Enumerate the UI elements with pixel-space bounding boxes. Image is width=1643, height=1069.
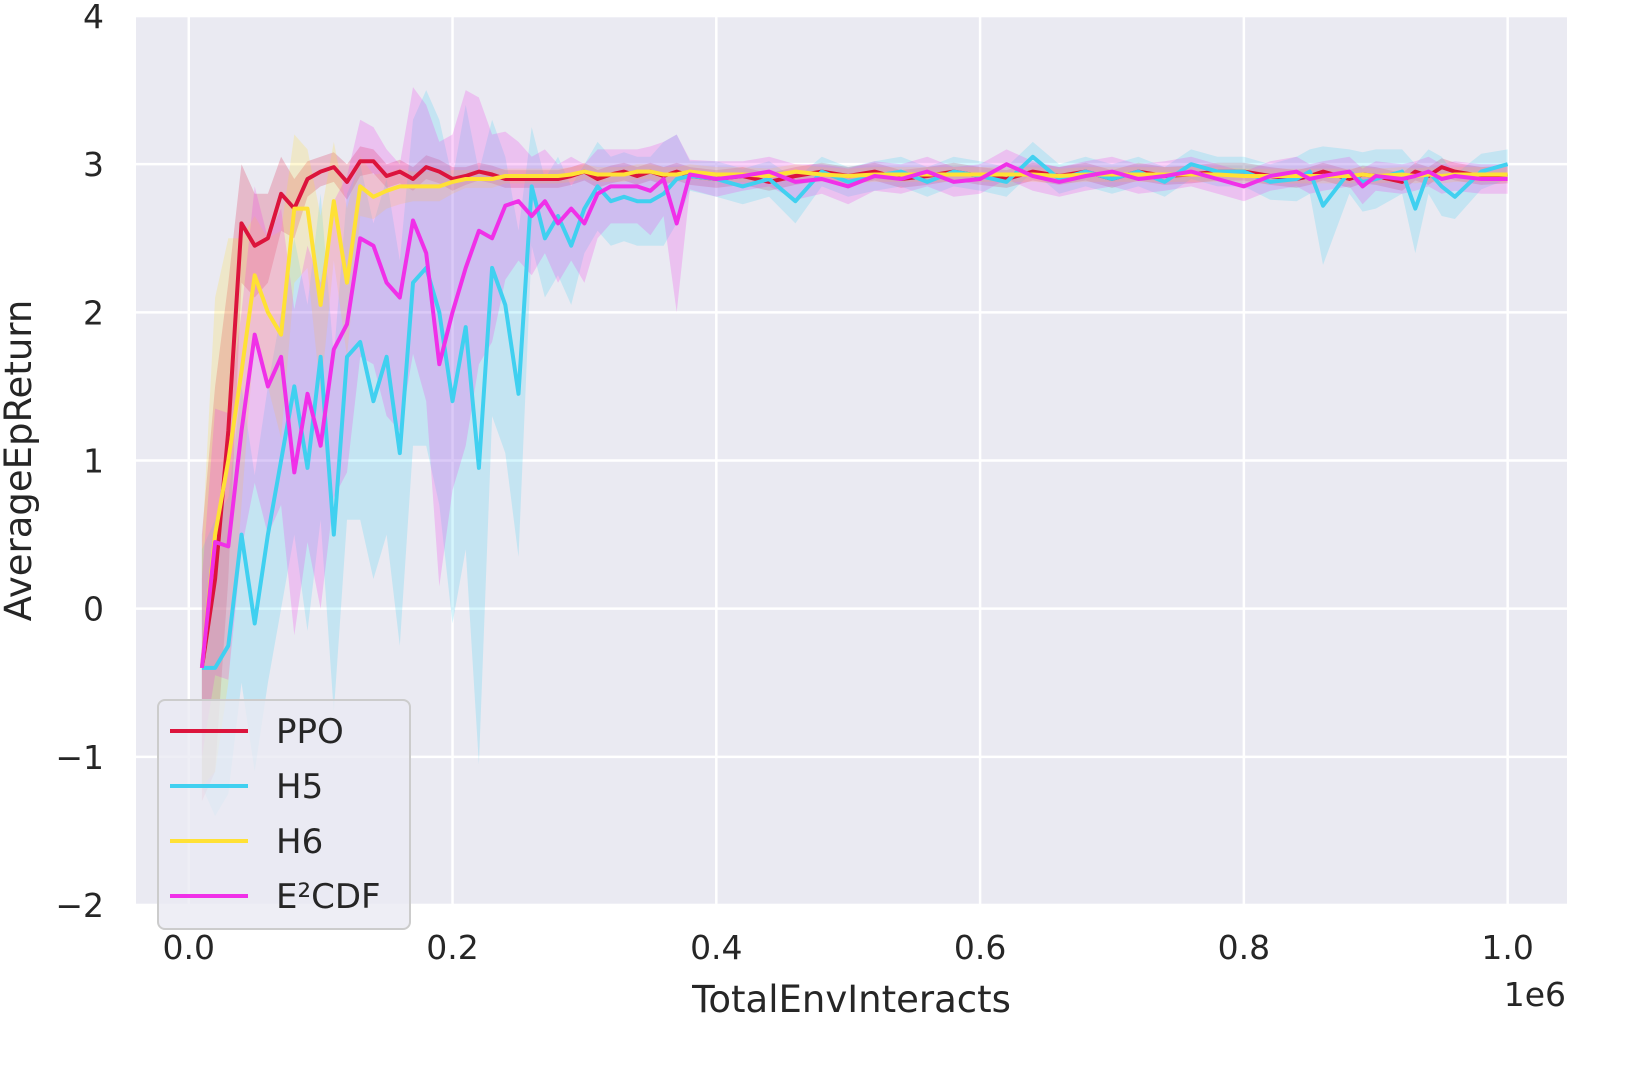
y-tick-label: 2 [83,293,104,332]
series-band-1 [201,90,1508,817]
x-tick-label: 0.0 [163,928,215,967]
x-axis-label: TotalEnvInteracts [691,978,1011,1021]
x-tick-label: 0.2 [426,928,478,967]
series-band-2 [201,134,1508,787]
x-axis-ticks: 0.0 0.2 0.4 0.6 0.8 1.0 [163,928,1534,967]
legend-label: PPO [276,712,344,752]
legend: PPO H5 H6 E²CDF [157,699,411,930]
y-tick-label: −1 [55,738,104,777]
y-axis-ticks: −2 −1 0 1 2 3 4 [55,0,104,925]
series-lines [199,154,1509,670]
legend-frame [157,699,411,930]
x-axis-offset-label: 1e6 [1504,975,1566,1014]
legend-label: E²CDF [276,877,381,917]
y-tick-label: −2 [55,886,104,925]
x-tick-label: 0.6 [954,928,1006,967]
y-tick-label: 3 [83,145,104,184]
x-tick-label: 0.8 [1218,928,1270,967]
x-tick-label: 0.4 [690,928,742,967]
y-tick-label: 4 [83,0,104,36]
series-line-2 [199,169,1508,669]
x-tick-label: 1.0 [1481,928,1533,967]
y-tick-label: 1 [83,442,104,481]
series-line-1 [201,154,1509,670]
legend-label: H5 [276,767,323,807]
y-tick-label: 0 [83,590,104,629]
series-line-3 [199,162,1508,669]
y-axis-label: AverageEpReturn [0,300,40,622]
legend-label: H6 [276,822,323,862]
